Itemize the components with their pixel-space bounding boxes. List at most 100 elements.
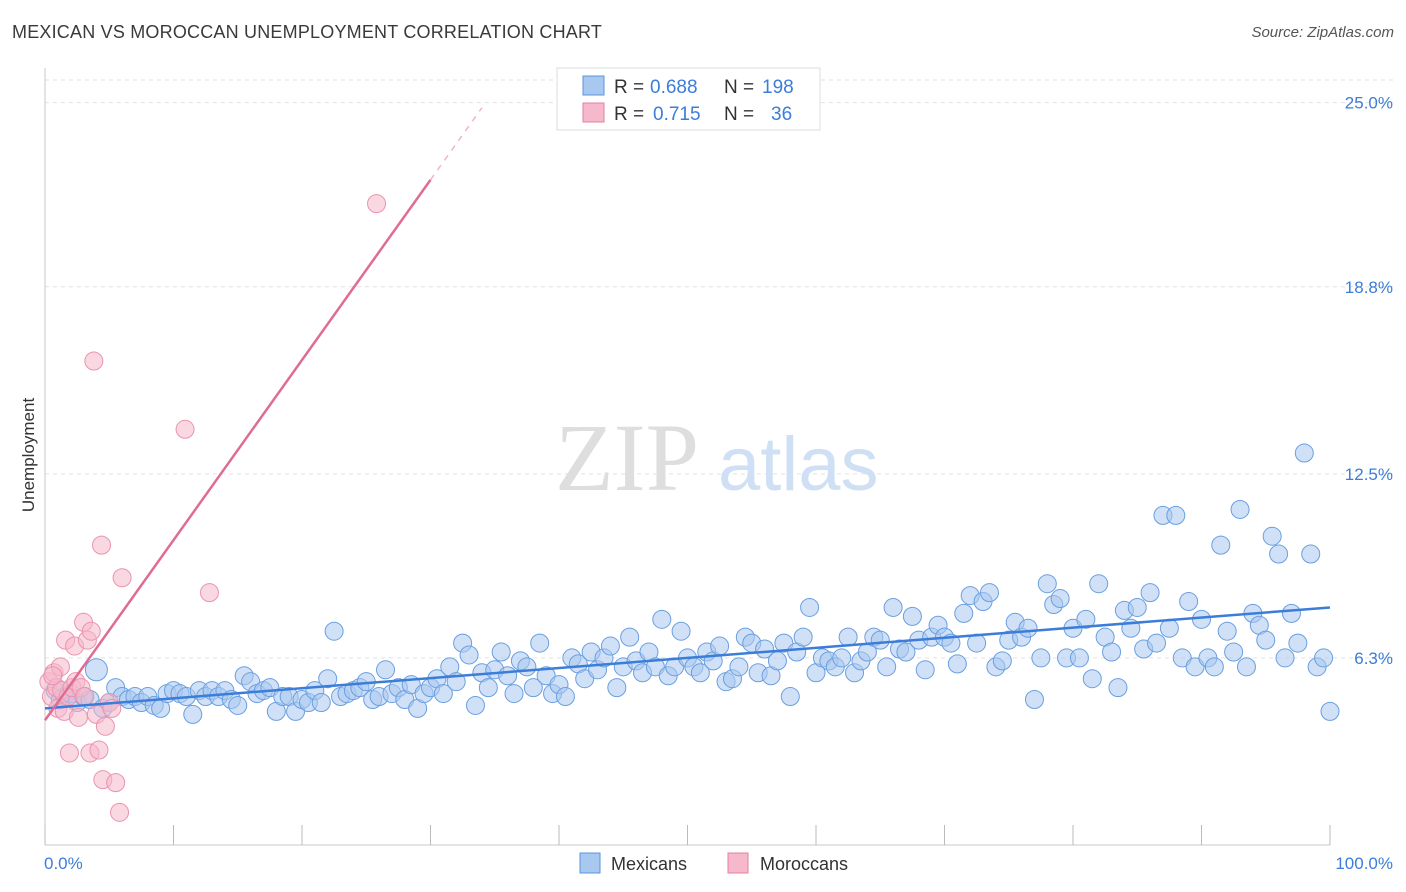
chart-source: Source: ZipAtlas.com (1251, 24, 1394, 41)
axes (44, 68, 1331, 846)
mexicans-point (555, 687, 575, 707)
mexicans-point (1147, 633, 1167, 653)
moroccans-trend-extension (429, 107, 483, 181)
mexicans-point (883, 597, 903, 617)
mexicans-point (491, 642, 511, 662)
mexicans-point (1159, 618, 1179, 638)
mexicans-point (1217, 621, 1237, 641)
mexicans-point (780, 687, 800, 707)
x-tick-label: 100.0% (1335, 854, 1393, 873)
mexicans-point (1269, 544, 1289, 564)
legend-swatch-mexicans (582, 75, 605, 96)
moroccans-point (106, 773, 126, 793)
mexicans-point (376, 660, 396, 680)
mexicans-point (607, 678, 627, 698)
watermark-zip: ZIP (555, 404, 699, 511)
mexicans-point (1224, 642, 1244, 662)
y-tick-label: 25.0% (1345, 94, 1393, 113)
mexicans-point (1192, 609, 1211, 629)
mexicans-point (1031, 648, 1051, 668)
bottom-legend-swatch-moroccans (727, 852, 749, 874)
moroccans-point (75, 687, 95, 707)
mexicans-point (1108, 678, 1128, 698)
mexicans-point (620, 627, 640, 647)
mexicans-point (915, 660, 935, 680)
mexicans-point (729, 657, 749, 677)
legend-r-label: R = (614, 77, 644, 98)
mexicans-point (1050, 589, 1070, 609)
moroccans-point (84, 351, 104, 371)
mexicans-point (1262, 526, 1282, 546)
trend-lines (43, 107, 1331, 722)
mexicans-point (690, 663, 710, 683)
mexicans-point (902, 606, 922, 626)
moroccans-point (59, 743, 79, 763)
mexicans-point (1301, 544, 1321, 564)
mexicans-point (459, 645, 479, 665)
mexicans-point (504, 684, 524, 704)
mexicans-point (1236, 657, 1256, 677)
legend: R = 0.688 N = 198 R = 0.715 N = 36 (556, 67, 821, 131)
mexicans-point (1076, 609, 1096, 629)
mexicans-point (793, 627, 813, 647)
mexicans-point (1204, 657, 1224, 677)
mexicans-point (838, 627, 858, 647)
mexicans-point (498, 666, 518, 686)
bottom-legend-moroccans: Moroccans (760, 854, 848, 874)
grid-lines (45, 79, 1395, 659)
mexicans-point (1179, 592, 1199, 612)
mexicans-point (1275, 648, 1295, 668)
mexicans-point (954, 603, 974, 623)
mexicans-point (1211, 535, 1231, 555)
mexicans-point (979, 583, 999, 603)
mexicans-point (1082, 669, 1102, 689)
mexicans-point (1314, 648, 1334, 668)
y-tick-labels: 6.3% 12.5% 18.8% 25.0% (1345, 94, 1393, 668)
legend-swatch-moroccans (582, 102, 605, 123)
watermark-atlas: atlas (718, 422, 879, 507)
legend-n-label: N = (724, 77, 754, 98)
mexicans-point (947, 654, 967, 674)
y-tick-label: 12.5% (1345, 465, 1393, 484)
mexicans-trend-line (44, 606, 1331, 710)
moroccans-point (367, 194, 387, 214)
mexicans-point (1281, 603, 1301, 623)
legend-n-label: N = (724, 104, 754, 125)
mexicans-point (1230, 499, 1250, 519)
y-axis-label: Unemployment (19, 398, 38, 513)
moroccans-point (68, 707, 88, 727)
mexicans-point (1024, 690, 1044, 710)
moroccans-point (43, 666, 63, 686)
mexicans-point (800, 597, 820, 617)
mexicans-point (478, 678, 498, 698)
mexicans-point (324, 621, 344, 641)
mexicans-point (1288, 633, 1308, 653)
legend-r-value: 0.688 (650, 77, 698, 98)
mexicans-point (523, 678, 543, 698)
mexicans-point (870, 630, 890, 650)
mexicans-point (1127, 597, 1147, 617)
x-tick-labels: 0.0% 100.0% (44, 854, 1393, 873)
mexicans-point (1140, 583, 1160, 603)
bottom-legend: Mexicans Moroccans (579, 852, 848, 874)
mexicans-point (600, 636, 620, 656)
mexicans-point (1037, 574, 1057, 594)
x-tick-label: 0.0% (44, 854, 83, 873)
mexicans-point (465, 695, 485, 715)
mexicans-point (228, 695, 248, 715)
mexicans-point (84, 658, 108, 682)
moroccans-point (89, 740, 109, 760)
legend-r-value: 0.715 (653, 104, 701, 125)
mexicans-point (652, 609, 672, 629)
mexicans-point (1166, 505, 1186, 525)
mexicans-point (671, 621, 691, 641)
moroccans-point (112, 568, 132, 588)
mexicans-point (530, 633, 550, 653)
bottom-legend-swatch-mexicans (579, 852, 601, 874)
mexicans-point (1102, 642, 1122, 662)
mexicans-point (183, 704, 203, 724)
chart-title: MEXICAN VS MOROCCAN UNEMPLOYMENT CORRELA… (12, 22, 603, 42)
mexicans-point (992, 651, 1012, 671)
moroccans-point (110, 802, 130, 822)
